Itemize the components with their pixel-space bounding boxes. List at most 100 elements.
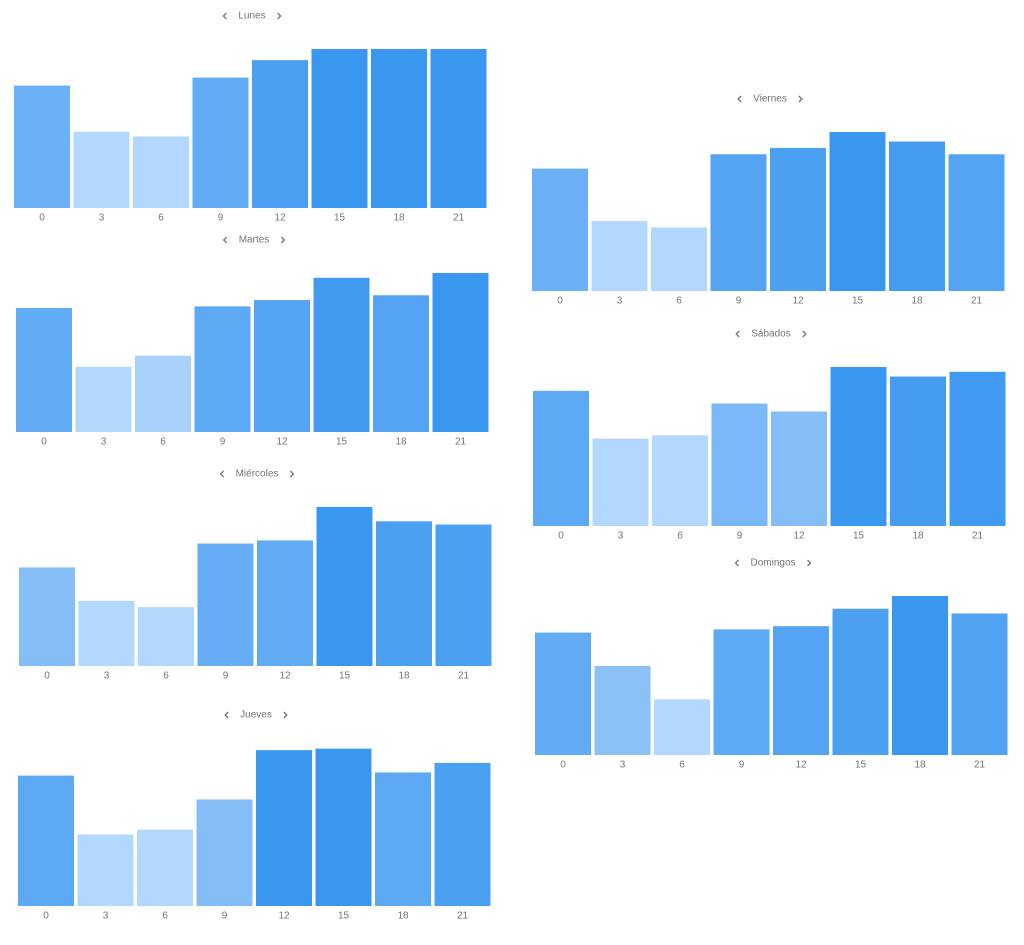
x-tick-label: 9 xyxy=(737,531,743,542)
bar xyxy=(375,772,431,906)
x-tick-label: 15 xyxy=(852,296,864,307)
x-tick-label: 9 xyxy=(220,437,226,448)
x-tick-label: 6 xyxy=(158,213,164,224)
x-tick-label: 3 xyxy=(620,760,626,771)
prev-button[interactable] xyxy=(734,559,739,567)
next-button[interactable] xyxy=(280,236,286,244)
bar xyxy=(196,799,253,906)
prev-button[interactable] xyxy=(219,470,225,478)
bar xyxy=(434,762,491,906)
bar xyxy=(770,147,826,291)
bar xyxy=(78,600,135,666)
bar xyxy=(133,136,189,208)
x-tick-label: 0 xyxy=(41,437,47,448)
bar xyxy=(951,613,1008,755)
bar xyxy=(313,277,370,432)
bar xyxy=(135,355,191,432)
x-tick-label: 9 xyxy=(736,296,742,307)
x-tick-label: 15 xyxy=(855,760,867,771)
prev-button[interactable] xyxy=(224,711,229,719)
bar xyxy=(652,435,708,526)
x-tick-label: 3 xyxy=(103,911,109,922)
panel-title: Miércoles xyxy=(236,469,279,480)
next-button[interactable] xyxy=(798,95,803,103)
x-tick-label: 0 xyxy=(39,213,45,224)
x-tick-label: 6 xyxy=(679,760,685,771)
x-tick-label: 21 xyxy=(972,531,984,542)
x-tick-label: 6 xyxy=(677,531,683,542)
x-tick-label: 0 xyxy=(557,296,563,307)
next-button[interactable] xyxy=(807,559,812,567)
bar xyxy=(14,85,70,208)
x-tick-label: 15 xyxy=(336,437,348,448)
x-tick-label: 21 xyxy=(457,911,469,922)
bar xyxy=(771,411,827,526)
bar xyxy=(711,403,768,526)
bar xyxy=(889,141,945,291)
x-tick-label: 18 xyxy=(393,213,405,224)
x-tick-label: 6 xyxy=(676,296,682,307)
x-tick-label: 18 xyxy=(912,531,924,542)
x-tick-label: 18 xyxy=(914,760,926,771)
bar xyxy=(592,438,649,526)
prev-button[interactable] xyxy=(735,330,740,338)
x-tick-label: 3 xyxy=(104,671,110,682)
x-tick-label: 12 xyxy=(279,671,291,682)
next-button[interactable] xyxy=(277,12,282,20)
bar xyxy=(651,227,707,291)
bar xyxy=(371,49,427,208)
panel-title: Domingos xyxy=(750,558,795,569)
x-tick-label: 12 xyxy=(274,213,286,224)
bar xyxy=(256,750,312,906)
next-button[interactable] xyxy=(289,470,295,478)
x-tick-label: 6 xyxy=(162,911,168,922)
x-tick-label: 21 xyxy=(458,671,470,682)
x-tick-label: 3 xyxy=(617,296,623,307)
x-tick-label: 0 xyxy=(43,911,49,922)
panel-title: Sábados xyxy=(751,329,790,340)
x-tick-label: 21 xyxy=(971,296,983,307)
x-tick-label: 12 xyxy=(278,911,290,922)
prev-button[interactable] xyxy=(222,236,228,244)
bar xyxy=(73,131,130,208)
x-tick-label: 15 xyxy=(853,531,865,542)
x-tick-label: 9 xyxy=(218,213,224,224)
bar xyxy=(948,154,1005,291)
x-tick-label: 0 xyxy=(44,671,50,682)
bar xyxy=(432,273,489,432)
x-tick-label: 9 xyxy=(223,671,229,682)
bar xyxy=(19,567,75,666)
bar xyxy=(311,49,368,208)
bar xyxy=(594,665,651,755)
bar xyxy=(890,376,946,526)
bar xyxy=(197,543,254,666)
prev-button[interactable] xyxy=(222,12,227,20)
x-tick-label: 12 xyxy=(792,296,804,307)
bar xyxy=(254,300,310,432)
bar xyxy=(830,367,887,526)
x-tick-label: 9 xyxy=(739,760,745,771)
bar xyxy=(832,608,889,755)
x-tick-label: 18 xyxy=(397,911,409,922)
x-tick-label: 21 xyxy=(455,437,467,448)
next-button[interactable] xyxy=(802,330,807,338)
x-tick-label: 6 xyxy=(160,437,166,448)
bar xyxy=(435,524,492,666)
bar xyxy=(138,607,194,666)
bar xyxy=(373,295,429,432)
bar xyxy=(16,307,72,432)
prev-button[interactable] xyxy=(737,95,742,103)
bar xyxy=(257,540,313,666)
x-tick-label: 3 xyxy=(618,531,624,542)
x-tick-label: 21 xyxy=(453,213,465,224)
x-tick-label: 0 xyxy=(560,760,566,771)
bar xyxy=(533,390,589,526)
bar xyxy=(77,834,134,906)
bar xyxy=(773,626,829,755)
x-tick-label: 15 xyxy=(338,911,350,922)
next-button[interactable] xyxy=(283,711,288,719)
bar xyxy=(192,77,249,209)
x-tick-label: 12 xyxy=(793,531,805,542)
x-tick-label: 21 xyxy=(974,760,986,771)
